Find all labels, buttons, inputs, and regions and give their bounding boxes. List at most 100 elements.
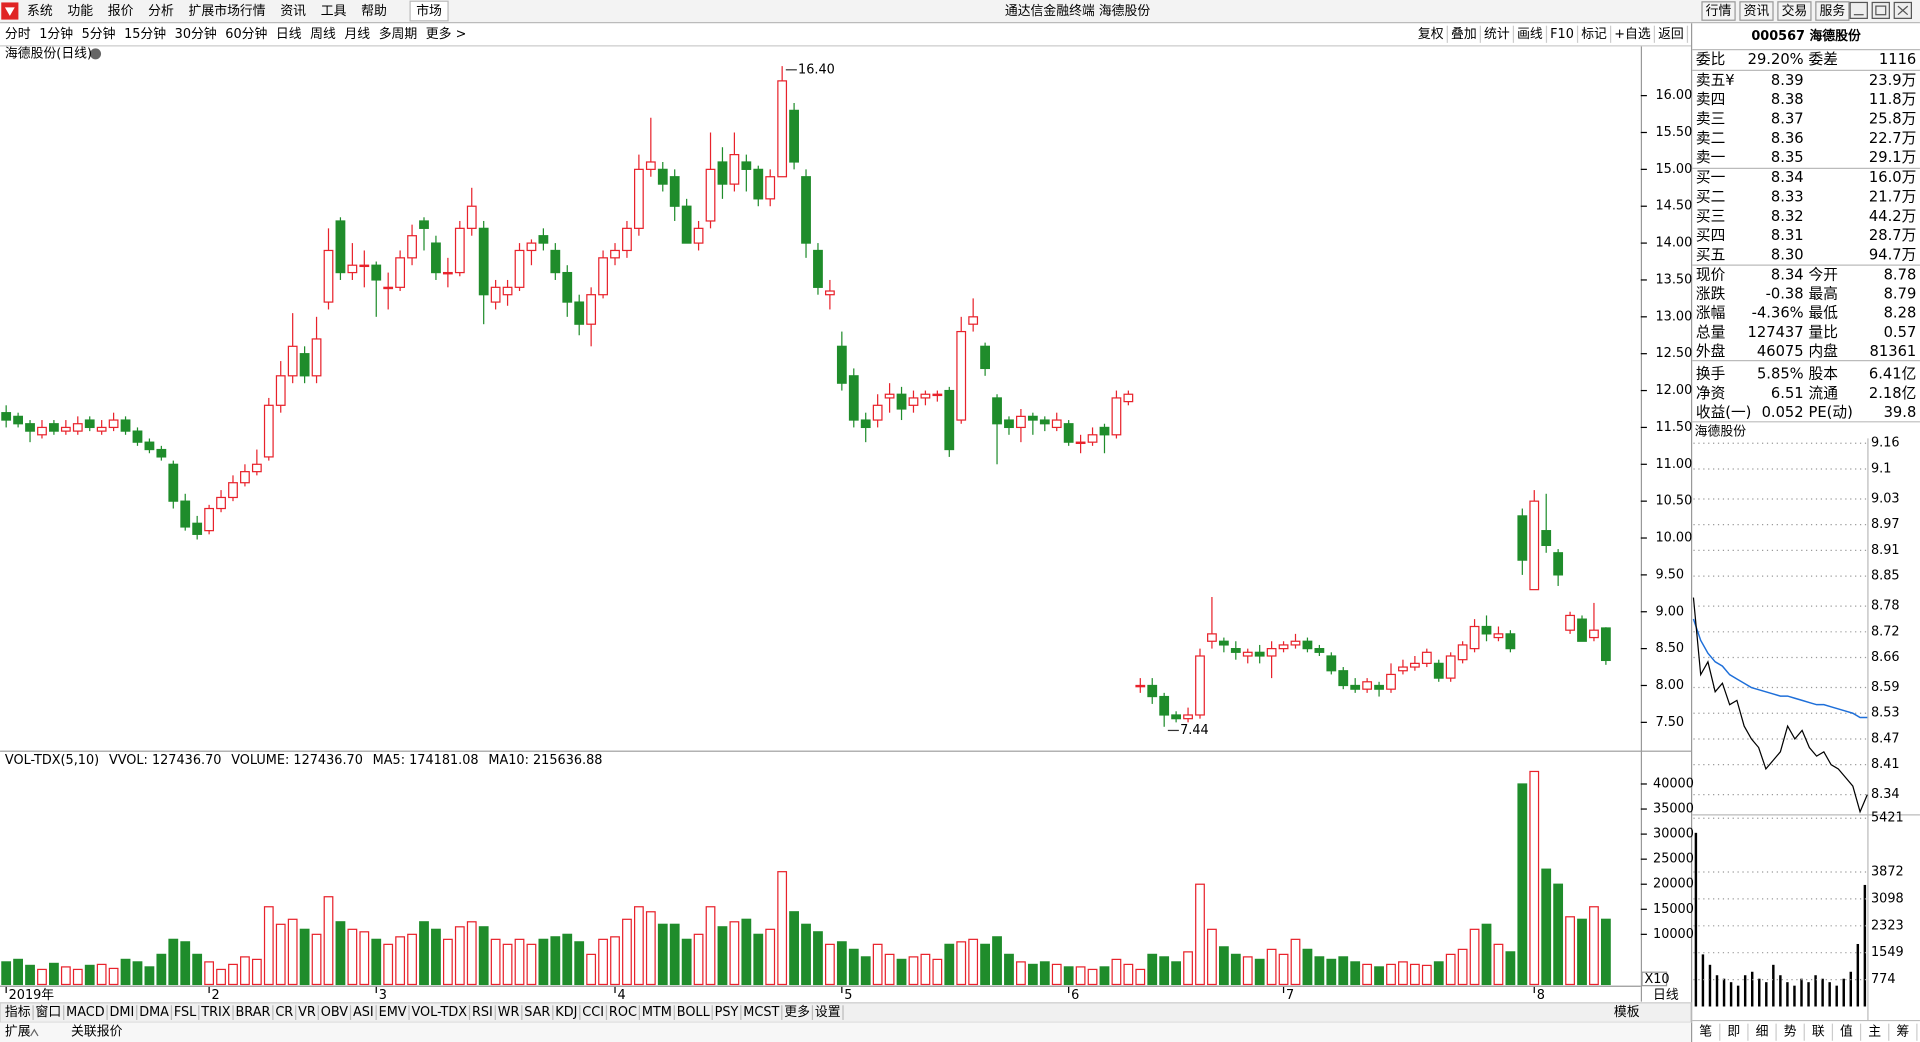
side-tab[interactable]: 细 bbox=[1756, 1025, 1769, 1040]
indicator-tab[interactable]: MCST bbox=[743, 1005, 779, 1020]
candle-body bbox=[622, 227, 632, 252]
candle-body bbox=[1445, 655, 1456, 679]
volume-bar bbox=[299, 928, 310, 986]
indicator-tab[interactable]: BOLL bbox=[677, 1005, 711, 1020]
indicator-tab[interactable]: FSL bbox=[174, 1005, 197, 1020]
tool-button[interactable]: 画线 bbox=[1517, 27, 1543, 42]
indicator-tab[interactable]: ROC bbox=[609, 1005, 637, 1020]
candle-body bbox=[37, 426, 47, 436]
indicator-tab[interactable]: DMI bbox=[110, 1005, 135, 1020]
candle-body bbox=[801, 176, 811, 244]
restore[interactable] bbox=[1871, 1, 1890, 19]
candle-body bbox=[1230, 648, 1241, 653]
title-dropdown[interactable] bbox=[90, 48, 102, 60]
side-tab[interactable]: 主 bbox=[1868, 1025, 1881, 1040]
period-button[interactable]: 月线 bbox=[344, 27, 370, 42]
candle-body bbox=[478, 227, 489, 296]
tool-button[interactable]: +自选 bbox=[1614, 27, 1651, 42]
period-button[interactable]: 周线 bbox=[310, 27, 336, 42]
period-button[interactable]: 15分钟 bbox=[124, 26, 166, 42]
tool-button[interactable]: 返回 bbox=[1658, 27, 1684, 42]
period-button[interactable]: 更多 > bbox=[426, 27, 467, 42]
menu-item[interactable]: 分析 bbox=[148, 4, 174, 19]
volume-bar bbox=[347, 928, 358, 986]
period-button[interactable]: 5分钟 bbox=[82, 26, 116, 42]
candle-body bbox=[896, 393, 907, 410]
top-button[interactable]: 行情 bbox=[1706, 4, 1732, 19]
top-button[interactable]: 服务 bbox=[1820, 3, 1846, 19]
volume-bar bbox=[610, 936, 620, 986]
indicator-tab[interactable]: 指标 bbox=[5, 1005, 31, 1020]
menu-item[interactable]: 市场 bbox=[416, 3, 442, 19]
indicator-tab[interactable]: ASI bbox=[353, 1005, 374, 1020]
stat-label: 外盘 bbox=[1696, 342, 1726, 360]
period-button[interactable]: 60分钟 bbox=[225, 26, 267, 42]
tool-button[interactable]: F10 bbox=[1550, 27, 1574, 42]
candle-body bbox=[884, 393, 895, 399]
period-button[interactable]: 分时 bbox=[5, 27, 31, 42]
indicator-tab[interactable]: KDJ bbox=[555, 1005, 577, 1020]
period-button[interactable]: 多周期 bbox=[379, 27, 418, 42]
menu-item[interactable]: 功能 bbox=[67, 4, 93, 19]
stat-value: 8.79 bbox=[1884, 286, 1917, 303]
side-tab[interactable]: 笔 bbox=[1699, 1024, 1712, 1040]
indicator-tab[interactable]: PSY bbox=[715, 1005, 739, 1020]
indicator-tab[interactable]: WR bbox=[498, 1005, 520, 1020]
period-button[interactable]: 日线 bbox=[276, 27, 302, 42]
tool-button[interactable]: 标记 bbox=[1581, 27, 1607, 42]
indicator-tab[interactable]: VOL-TDX bbox=[411, 1005, 467, 1020]
indicator-tab[interactable]: MACD bbox=[66, 1005, 105, 1020]
volume-bar bbox=[25, 964, 35, 986]
menu-item[interactable]: 帮助 bbox=[361, 4, 387, 19]
indicator-tab[interactable]: EMV bbox=[379, 1005, 407, 1020]
volume-bar bbox=[1493, 943, 1504, 986]
stat-value: 6.51 bbox=[1771, 385, 1804, 402]
y-tick-label: 25000 bbox=[1653, 852, 1694, 867]
indicator-tab[interactable]: DMA bbox=[139, 1005, 169, 1020]
indicator-tab[interactable]: 窗口 bbox=[36, 1004, 62, 1020]
indicator-tab[interactable]: RSI bbox=[472, 1005, 493, 1020]
menu-item[interactable]: 资讯 bbox=[280, 4, 306, 19]
tool-button[interactable]: 叠加 bbox=[1451, 27, 1477, 42]
menu-item[interactable]: 扩展市场行情 bbox=[189, 3, 266, 19]
menu-item[interactable]: 工具 bbox=[321, 4, 347, 19]
status-item[interactable]: 关联报价 bbox=[71, 1025, 123, 1040]
volume-bar bbox=[1290, 938, 1301, 986]
period-button[interactable]: 30分钟 bbox=[175, 26, 217, 42]
volume-bar bbox=[777, 871, 788, 986]
volume-bar bbox=[765, 928, 776, 986]
minimize[interactable] bbox=[1849, 1, 1868, 19]
indicator-tab[interactable]: BRAR bbox=[236, 1005, 271, 1020]
side-tab[interactable]: 值 bbox=[1840, 1024, 1853, 1040]
side-tab[interactable]: 即 bbox=[1727, 1025, 1740, 1040]
side-tab[interactable]: 筹 bbox=[1896, 1024, 1909, 1040]
indicator-tab[interactable]: OBV bbox=[321, 1005, 349, 1020]
period-button[interactable]: 1分钟 bbox=[39, 26, 73, 42]
side-tab[interactable]: 联 bbox=[1812, 1025, 1825, 1040]
top-button[interactable]: 交易 bbox=[1782, 3, 1808, 19]
indicator-tab[interactable]: 更多 bbox=[784, 1005, 810, 1020]
candle-body bbox=[1577, 618, 1587, 642]
indicator-tab[interactable]: TRIX bbox=[200, 1005, 231, 1020]
indicator-tab[interactable]: CCI bbox=[582, 1005, 604, 1020]
tool-button[interactable]: 统计 bbox=[1484, 27, 1510, 42]
volume-bar bbox=[168, 938, 179, 986]
candle-body bbox=[1027, 415, 1038, 421]
indicator-tab[interactable]: CR bbox=[275, 1005, 293, 1020]
indicator-tab[interactable]: 设置 bbox=[815, 1005, 841, 1020]
indicator-tab[interactable]: SAR bbox=[524, 1005, 550, 1020]
indicator-tab[interactable]: MTM bbox=[642, 1005, 672, 1020]
candle-body bbox=[932, 393, 943, 397]
template-button[interactable]: 模板 bbox=[1614, 1005, 1640, 1020]
menu-item[interactable]: 系统 bbox=[27, 4, 53, 19]
top-button[interactable]: 资讯 bbox=[1744, 4, 1770, 19]
stat-label: 涨跌 bbox=[1696, 286, 1726, 303]
status-item[interactable]: 扩展 bbox=[5, 1025, 31, 1040]
side-tab[interactable]: 势 bbox=[1784, 1024, 1797, 1040]
candle-body bbox=[1362, 681, 1373, 690]
expand-icon[interactable] bbox=[30, 1028, 39, 1037]
tool-button[interactable]: 复权 bbox=[1418, 26, 1444, 42]
stat-value: 127437 bbox=[1748, 324, 1804, 341]
indicator-tab[interactable]: VR bbox=[298, 1005, 316, 1020]
menu-item[interactable]: 报价 bbox=[108, 4, 134, 19]
